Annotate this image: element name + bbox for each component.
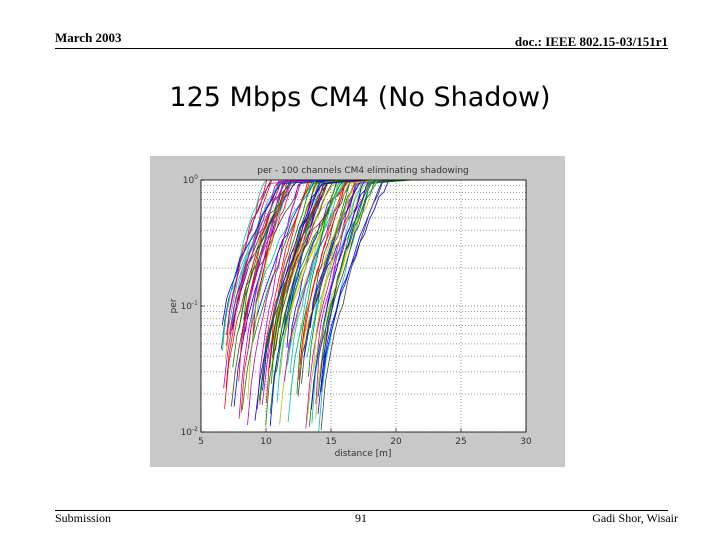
header-date: March 2003 [55, 30, 122, 45]
per-chart: 5 10 15 20 25 30 100 10-1 10-2 per - 100 channe… [169, 166, 532, 459]
y-tick-label: 10-1 [181, 300, 199, 312]
x-axis-ticks: 5 10 15 20 25 30 [198, 428, 532, 447]
per-curve [299, 179, 379, 365]
per-curve [259, 179, 353, 405]
per-curve [320, 179, 407, 431]
per-curve [245, 179, 324, 333]
per-curve [238, 179, 298, 419]
per-curve [317, 179, 398, 414]
x-tick-label: 25 [455, 437, 466, 447]
footer-submission: Submission [55, 511, 112, 525]
y-axis-ticks: 100 10-1 10-2 [181, 174, 205, 438]
per-curve [270, 179, 333, 384]
per-curve [276, 179, 337, 403]
per-curve [224, 179, 310, 359]
per-curve [278, 179, 392, 344]
header-divider [55, 48, 668, 49]
per-curve [309, 179, 397, 328]
per-curve [221, 179, 337, 326]
per-curve [282, 179, 358, 336]
y-axis-label: per [169, 298, 179, 313]
per-curve [229, 179, 322, 335]
x-tick-label: 30 [520, 437, 532, 447]
chart-title: per - 100 channels CM4 eliminating shado… [257, 166, 469, 176]
per-curve [289, 179, 380, 396]
per-curve [283, 179, 377, 340]
x-tick-label: 5 [198, 437, 204, 447]
per-curve [251, 179, 330, 324]
per-curve [226, 179, 313, 335]
footer-author: Gadi Shor, Wisair [592, 511, 678, 525]
x-axis-label: distance [m] [335, 449, 392, 459]
per-curve [321, 179, 412, 383]
per-curve [226, 179, 281, 346]
y-tick-label: 10-2 [181, 426, 199, 438]
per-curve [317, 179, 412, 397]
per-curve [289, 179, 386, 374]
per-curve [305, 179, 371, 429]
per-curve [319, 179, 413, 383]
per-curve [223, 179, 330, 389]
per-curve [238, 179, 319, 330]
per-curve [254, 179, 364, 421]
per-curve [287, 179, 370, 423]
x-tick-label: 20 [390, 437, 402, 447]
per-curve [231, 179, 327, 326]
per-curve [313, 179, 378, 368]
per-curve [240, 179, 309, 413]
page-number: 91 [355, 511, 367, 525]
per-curve [276, 179, 361, 373]
x-tick-label: 10 [260, 437, 272, 447]
per-curve [309, 179, 385, 328]
per-curve [262, 179, 371, 391]
y-tick-label: 100 [183, 174, 198, 186]
chart-figure: 5 10 15 20 25 30 100 10-1 10-2 per - 100 channe… [150, 156, 565, 467]
per-curve [231, 179, 316, 331]
per-curve [296, 179, 383, 394]
header-doc-id: doc.: IEEE 802.15-03/151r1 [514, 34, 668, 49]
footer-divider [55, 510, 668, 511]
per-curves [221, 179, 421, 432]
per-curve [320, 179, 421, 392]
slide-title: 125 Mbps CM4 (No Shadow) [169, 82, 551, 113]
x-tick-label: 15 [325, 437, 336, 447]
per-curve [221, 179, 296, 352]
per-curve [231, 179, 311, 407]
per-curve [224, 179, 321, 409]
per-curve [262, 179, 358, 381]
per-curve [306, 179, 401, 423]
per-curve [256, 179, 315, 410]
grid-lines [200, 180, 527, 433]
per-curve [270, 179, 351, 352]
